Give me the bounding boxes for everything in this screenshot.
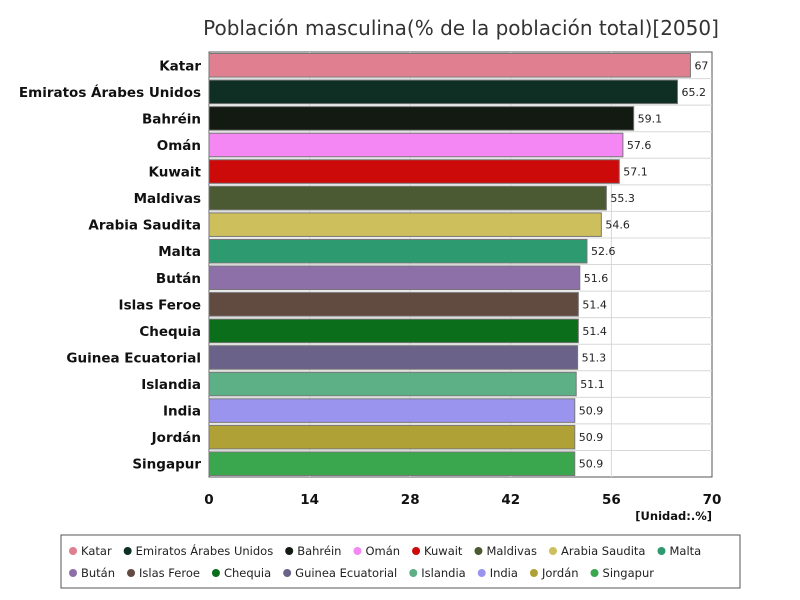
legend-marker [283,569,292,577]
category-label: India [163,404,201,420]
value-label: 50.9 [579,431,604,444]
legend-marker [285,547,294,555]
category-labels: Katar Emiratos Árabes Unidos Bahréin Omán Ku… [19,58,202,472]
x-tick-label: 56 [602,492,621,508]
value-label: 50.9 [579,405,604,418]
x-tick-label: 0 [204,492,213,508]
bar[interactable] [208,292,579,317]
category-label: Bahréin [142,111,201,127]
unit-label: [Unidad:.%] [635,509,712,523]
value-label: 50.9 [579,458,604,471]
category-label: Kuwait [149,165,202,181]
bar[interactable] [208,132,624,158]
bar[interactable] [208,238,588,264]
bar[interactable] [208,265,581,291]
bar[interactable] [208,398,576,423]
value-label: 67 [694,59,708,72]
category-label: Islandia [141,377,201,393]
category-label: Malta [158,244,201,260]
bar[interactable] [208,451,576,476]
legend-marker [548,547,557,555]
legend-box [60,534,741,589]
x-tick-label: 42 [501,492,520,508]
x-tick-label: 28 [401,492,420,508]
legend-label[interactable]: Chequia [224,566,271,580]
legend-label[interactable]: Kuwait [424,544,463,558]
x-tick-label: 14 [300,492,319,508]
category-label: Jordán [151,430,201,446]
legend-marker [590,569,599,577]
bar[interactable] [208,53,691,78]
legend-label[interactable]: Omán [365,544,400,558]
legend-marker [123,547,132,555]
legend-label[interactable]: India [490,566,518,580]
x-tick-label: 70 [703,492,722,508]
legend-marker [69,569,77,577]
value-label: 65.2 [682,86,707,99]
category-label: Emiratos Árabes Unidos [19,84,201,101]
category-label: Katar [159,58,201,74]
value-label: 55.3 [610,192,635,205]
x-axis-ticks: 0 14 28 42 56 70 [204,492,721,508]
bar[interactable] [208,318,579,344]
bar[interactable] [208,424,576,450]
category-label: Omán [157,138,201,154]
value-label: 51.6 [584,272,609,285]
legend-label[interactable]: Islas Feroe [139,566,200,580]
legend-marker [657,547,666,555]
value-label: 57.1 [623,166,648,179]
bar[interactable] [208,185,607,211]
legend: Katar Emiratos Árabes Unidos Bahréin Omán Ku… [60,534,741,589]
legend-label[interactable]: Islandia [421,566,465,580]
bar[interactable] [208,212,602,237]
bar[interactable] [208,345,579,370]
bar[interactable] [208,106,635,131]
legend-label[interactable]: Singapur [603,566,655,580]
legend-label[interactable]: Bután [81,566,115,580]
legend-label[interactable]: Bahréin [297,544,341,558]
legend-marker [474,547,483,555]
value-label: 51.4 [582,325,607,338]
legend-label[interactable]: Emiratos Árabes Unidos [136,543,274,558]
category-label: Guinea Ecuatorial [66,350,201,366]
legend-marker [529,569,538,577]
value-label: 59.1 [638,112,663,125]
legend-marker [477,569,486,577]
value-label: 54.6 [605,219,630,232]
category-label: Bután [156,271,201,287]
legend-label[interactable]: Malta [669,544,701,558]
category-label: Chequia [139,324,201,340]
value-label: 51.1 [580,378,605,391]
legend-marker [127,569,136,577]
legend-label[interactable]: Maldivas [486,544,537,558]
legend-label[interactable]: Katar [81,544,112,558]
legend-marker [211,569,220,577]
legend-marker [69,547,77,555]
value-labels: 67 65.2 59.1 57.6 57.1 55.3 54.6 52.6 51.6 51.4 51… [579,59,709,470]
bar[interactable] [208,371,577,397]
bar[interactable] [208,159,620,184]
legend-label[interactable]: Jordán [541,566,579,580]
chart-title: Población masculina(% de la población to… [203,16,719,40]
bars [208,53,691,476]
legend-marker [409,569,418,577]
category-label: Islas Feroe [119,297,201,313]
category-label: Singapur [132,457,201,473]
category-label: Arabia Saudita [88,218,201,234]
legend-label[interactable]: Arabia Saudita [561,544,646,558]
legend-label[interactable]: Guinea Ecuatorial [295,566,397,580]
legend-marker [412,547,421,555]
bar[interactable] [208,79,679,105]
value-label: 51.3 [582,351,607,364]
category-label: Maldivas [134,191,201,207]
value-label: 51.4 [582,298,607,311]
legend-marker [353,547,362,555]
value-label: 57.6 [627,139,652,152]
value-label: 52.6 [591,245,616,258]
